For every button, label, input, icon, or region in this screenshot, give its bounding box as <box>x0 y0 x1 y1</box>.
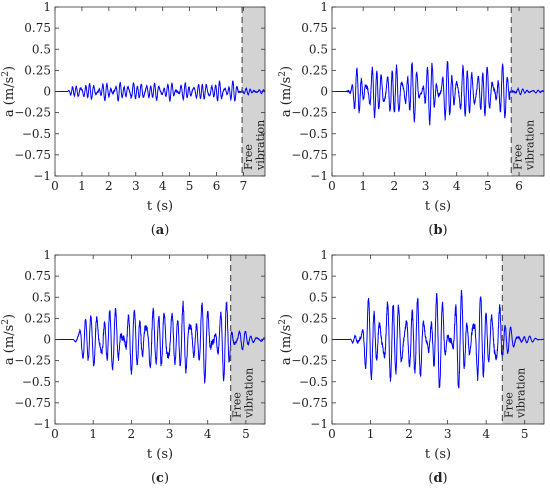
x-axis-label: t (s) <box>147 447 173 462</box>
panel-label: (d) <box>428 471 447 486</box>
y-tick-label: −1 <box>310 417 328 431</box>
panel-label: (b) <box>428 223 447 238</box>
y-tick-label: 0.5 <box>309 290 328 304</box>
x-tick-label: 2 <box>391 179 399 193</box>
panel-label: (a) <box>151 223 170 238</box>
y-tick-label: −0.25 <box>14 106 51 120</box>
x-tick-label: 3 <box>166 427 174 441</box>
x-tick-label: 1 <box>367 427 375 441</box>
y-tick-label: 1 <box>43 248 51 262</box>
y-tick-label: 0.75 <box>301 269 328 283</box>
acceleration-trace <box>332 61 545 126</box>
y-tick-label: 0 <box>320 333 328 347</box>
x-tick-label: 4 <box>204 427 212 441</box>
x-tick-label: 0 <box>328 179 336 193</box>
free-vibration-label: Freevibration <box>231 368 256 419</box>
x-axis-label: t (s) <box>425 199 451 214</box>
x-tick-label: 2 <box>128 427 136 441</box>
x-tick-label: 3 <box>422 179 430 193</box>
x-tick-label: 0 <box>51 427 59 441</box>
panel-1: −1 −0.75 −0.5 −0.25 0 0.25 0.5 0.75 1 0 1 2 3 4 5 6 t (s… <box>278 0 545 238</box>
x-tick-label: 4 <box>453 179 461 193</box>
x-tick-label: 5 <box>186 179 194 193</box>
acceleration-trace <box>55 79 266 103</box>
y-tick-label: 0.25 <box>301 63 328 77</box>
y-axis-label: a (m/s2) <box>1 314 17 365</box>
y-tick-label: 0.75 <box>24 269 51 283</box>
panel-3: −1 −0.75 −0.5 −0.25 0 0.25 0.5 0.75 1 0 1 2 3 4 5 t (s)… <box>278 248 545 486</box>
y-tick-label: 0 <box>320 85 328 99</box>
x-tick-label: 2 <box>405 427 413 441</box>
x-tick-label: 4 <box>482 427 490 441</box>
x-tick-label: 5 <box>242 427 250 441</box>
x-tick-label: 0 <box>51 179 59 193</box>
x-axis-label: t (s) <box>425 447 451 462</box>
y-tick-label: 0 <box>43 333 51 347</box>
y-tick-label: 0.5 <box>32 42 51 56</box>
y-tick-label: 0.5 <box>309 42 328 56</box>
y-tick-label: −1 <box>33 169 51 183</box>
y-tick-label: −0.5 <box>299 127 328 141</box>
x-tick-label: 3 <box>444 427 452 441</box>
y-tick-label: −0.25 <box>291 106 328 120</box>
y-tick-label: 1 <box>43 0 51 14</box>
y-tick-label: 0.25 <box>24 311 51 325</box>
free-vibration-label: Freevibration <box>511 120 536 171</box>
x-axis-label: t (s) <box>147 199 173 214</box>
y-tick-label: 1 <box>320 248 328 262</box>
y-tick-label: 0.75 <box>301 21 328 35</box>
x-tick-label: 6 <box>213 179 221 193</box>
y-tick-label: 0.5 <box>32 290 51 304</box>
y-tick-label: 0.25 <box>301 311 328 325</box>
x-tick-label: 1 <box>359 179 367 193</box>
y-tick-label: 1 <box>320 0 328 14</box>
panel-2: −1 −0.75 −0.5 −0.25 0 0.25 0.5 0.75 1 0 1 2 3 4 5 t (s)… <box>1 248 266 486</box>
y-tick-label: −0.25 <box>291 354 328 368</box>
y-tick-label: 0 <box>43 85 51 99</box>
y-tick-label: −1 <box>33 417 51 431</box>
x-tick-label: 1 <box>78 179 86 193</box>
y-tick-label: −0.25 <box>14 354 51 368</box>
x-tick-label: 7 <box>240 179 248 193</box>
x-tick-label: 0 <box>328 427 336 441</box>
x-tick-label: 4 <box>159 179 167 193</box>
x-tick-label: 3 <box>132 179 140 193</box>
free-vibration-label: Freevibration <box>502 368 527 419</box>
y-axis-label: a (m/s2) <box>278 314 294 365</box>
x-tick-label: 5 <box>484 179 492 193</box>
y-tick-label: −0.5 <box>299 375 328 389</box>
y-axis-label: a (m/s2) <box>1 66 17 117</box>
acceleration-trace <box>332 289 545 389</box>
y-tick-label: 0.25 <box>24 63 51 77</box>
y-tick-label: −0.75 <box>14 396 51 410</box>
y-tick-label: −1 <box>310 169 328 183</box>
y-tick-label: −0.75 <box>291 396 328 410</box>
y-tick-label: −0.75 <box>291 148 328 162</box>
x-tick-label: 1 <box>89 427 97 441</box>
panel-0: −1 −0.75 −0.5 −0.25 0 0.25 0.5 0.75 1 0 1 2 3 4 5 6 7 t (… <box>1 0 267 238</box>
y-axis-label: a (m/s2) <box>278 66 294 117</box>
y-tick-label: −0.5 <box>22 375 51 389</box>
x-tick-label: 5 <box>521 427 529 441</box>
acceleration-trace <box>55 300 266 385</box>
y-tick-label: −0.75 <box>14 148 51 162</box>
x-tick-label: 2 <box>105 179 113 193</box>
y-tick-label: 0.75 <box>24 21 51 35</box>
free-vibration-label: Freevibration <box>242 120 267 171</box>
x-tick-label: 6 <box>515 179 523 193</box>
y-tick-label: −0.5 <box>22 127 51 141</box>
panel-label: (c) <box>151 471 169 486</box>
